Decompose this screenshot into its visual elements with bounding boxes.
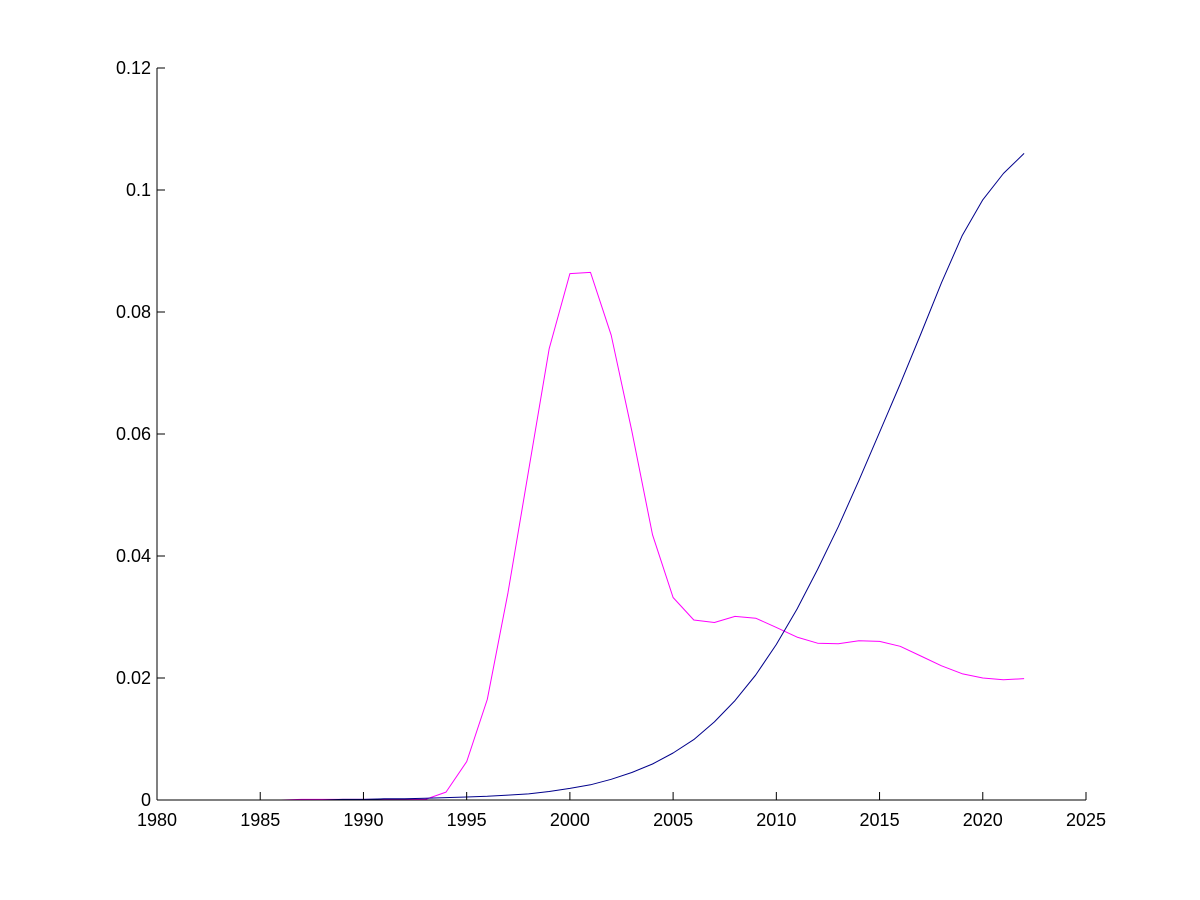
y-tick-label: 0.08 xyxy=(116,302,151,322)
x-tick-label: 1990 xyxy=(343,810,383,830)
x-tick-label: 1985 xyxy=(240,810,280,830)
series-line-2 xyxy=(157,153,1025,801)
series-layer xyxy=(157,153,1025,801)
x-tick-label: 2015 xyxy=(860,810,900,830)
y-tick-label: 0.12 xyxy=(116,58,151,78)
x-tick-label: 1995 xyxy=(447,810,487,830)
y-tick-label: 0.02 xyxy=(116,668,151,688)
y-tick-label: 0.04 xyxy=(116,546,151,566)
y-tick-label: 0 xyxy=(141,790,151,810)
x-tick-label: 1980 xyxy=(137,810,177,830)
x-tick-label: 2005 xyxy=(653,810,693,830)
y-tick-label: 0.06 xyxy=(116,424,151,444)
x-tick-label: 2025 xyxy=(1066,810,1106,830)
axes-layer: 1980 1985 1990 1995 2000 2005 2010 2015 2020 2025… xyxy=(116,58,1106,830)
x-tick-label: 2010 xyxy=(756,810,796,830)
y-tick-label: 0.1 xyxy=(126,180,151,200)
x-tick-label: 2000 xyxy=(550,810,590,830)
series-line-1 xyxy=(157,271,1025,801)
x-tick-label: 2020 xyxy=(963,810,1003,830)
